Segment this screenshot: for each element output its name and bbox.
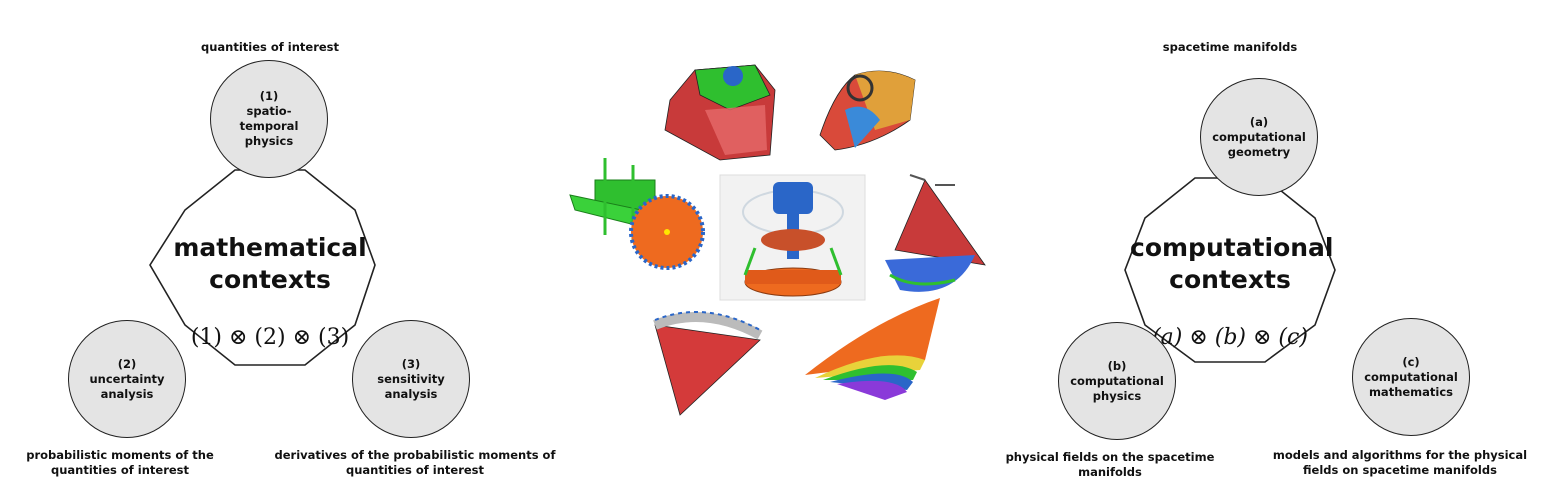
node-sensitivity-analysis: (3) sensitivity analysis [352, 320, 470, 438]
title-line-2: contexts [1169, 265, 1291, 294]
mesh-center-mechanism [719, 174, 866, 301]
node-number: (c) [1402, 354, 1420, 369]
models-algorithms-label: models and algorithms for the physical f… [1272, 448, 1528, 477]
node-number: (2) [117, 356, 137, 371]
mesh-bottom-right-surface [805, 298, 940, 400]
node-uncertainty-analysis: (2) uncertainty analysis [68, 320, 186, 438]
mesh-bottom-left-fan [653, 311, 763, 416]
node-number: (1) [259, 89, 279, 103]
mesh-right-fan [885, 174, 986, 292]
mesh-top-left [664, 64, 776, 161]
node-text: computational geometry [1212, 129, 1306, 159]
simulation-images [555, 0, 995, 488]
right-decagon [1124, 177, 1336, 363]
quantities-of-interest-label: quantities of interest [200, 40, 340, 54]
computational-contexts-diagram: spacetime manifolds computational contex… [990, 0, 1544, 488]
node-number: (3) [401, 356, 421, 371]
left-decagon [149, 169, 376, 366]
computational-contexts-title: computational contexts [1130, 232, 1334, 296]
node-text: computational mathematics [1364, 369, 1458, 399]
mathematical-contexts-title: mathematical contexts [170, 232, 370, 296]
node-text: computational physics [1070, 373, 1164, 403]
node-text: sensitivity analysis [377, 371, 445, 401]
node-number: (b) [1107, 358, 1127, 373]
node-computational-mathematics: (c) computational mathematics [1352, 318, 1470, 436]
mesh-top-right [819, 70, 916, 151]
node-computational-geometry: (a) computational geometry [1200, 78, 1318, 196]
mesh-left-wheel [569, 158, 705, 270]
node-text: spatio- temporal physics [239, 104, 299, 148]
probabilistic-moments-label: probabilistic moments of the quantities … [26, 448, 214, 477]
comp-formula: (a) ⊗ (b) ⊗ (c) [1152, 325, 1308, 350]
node-spatio-temporal-physics: (1) spatio- temporal physics [210, 60, 328, 178]
title-line-2: contexts [209, 265, 331, 294]
title-line-1: mathematical [173, 233, 367, 262]
spacetime-manifolds-label: spacetime manifolds [1162, 40, 1298, 54]
mesh-collage [569, 64, 986, 416]
physical-fields-label: physical fields on the spacetime manifol… [1005, 450, 1215, 479]
derivatives-label: derivatives of the probabilistic moments… [274, 448, 556, 477]
title-line-1: computational [1130, 233, 1334, 262]
node-text: uncertainty analysis [89, 371, 165, 401]
node-computational-physics: (b) computational physics [1058, 322, 1176, 440]
node-number: (a) [1249, 114, 1269, 129]
mathematical-contexts-diagram: quantities of interest mathematical cont… [0, 0, 560, 488]
math-formula: (1) ⊗ (2) ⊗ (3) [190, 325, 350, 350]
